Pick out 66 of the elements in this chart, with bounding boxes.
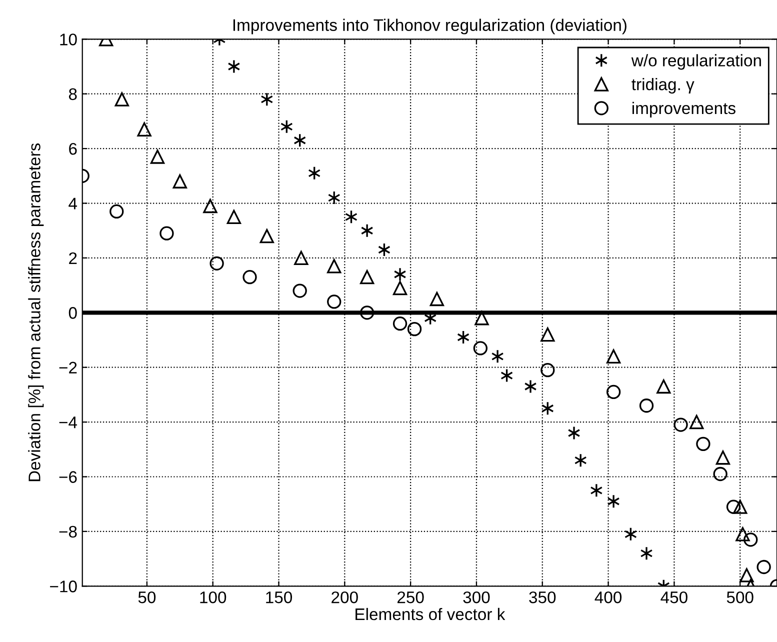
x-tick-label: 200 <box>332 591 358 604</box>
point <box>392 316 408 331</box>
y-axis-title: Deviation [%] from actual stiffness parameters <box>28 143 44 482</box>
y-tick-label: 10 <box>60 34 77 46</box>
point <box>430 292 444 306</box>
chart-title: Improvements into Tikhonov regularization (deviation) <box>233 18 626 34</box>
x-tick-label: 100 <box>200 591 226 604</box>
x-axis-title: Elements of vector k <box>356 608 506 620</box>
point <box>110 204 124 219</box>
point <box>606 349 621 364</box>
point <box>540 363 555 378</box>
point <box>242 270 257 284</box>
point <box>726 500 741 514</box>
y-tick-label: 0 <box>68 307 77 319</box>
point <box>407 322 422 336</box>
y-tick-label: −4 <box>59 416 78 428</box>
point <box>114 92 129 106</box>
point <box>540 327 555 342</box>
legend-label: tridiag. γ <box>632 78 694 94</box>
point <box>150 150 165 164</box>
point <box>360 270 374 284</box>
x-tick-label: 300 <box>463 591 490 604</box>
point <box>606 384 621 400</box>
point <box>639 398 654 413</box>
point <box>292 284 307 298</box>
point <box>327 259 342 274</box>
x-tick-label: 400 <box>594 591 622 604</box>
point <box>474 311 489 326</box>
y-tick-label: 4 <box>68 198 78 210</box>
y-tick-label: 6 <box>69 142 77 155</box>
x-tick-label: 250 <box>398 591 424 604</box>
point <box>674 418 688 432</box>
point <box>392 280 408 296</box>
point <box>203 198 218 214</box>
x-tick-label: 150 <box>266 591 292 604</box>
x-tick-label: 500 <box>726 591 754 604</box>
point <box>740 568 754 582</box>
point <box>160 226 174 240</box>
y-tick-label: 2 <box>69 252 77 264</box>
point <box>756 560 771 574</box>
x-tick-label: 350 <box>529 591 556 604</box>
point <box>210 256 224 271</box>
point <box>690 414 704 430</box>
y-tick-label: −6 <box>59 471 77 483</box>
point <box>473 341 488 356</box>
point <box>172 174 187 188</box>
point <box>260 228 274 244</box>
point <box>327 294 342 309</box>
point <box>226 210 242 224</box>
y-tick-label: 8 <box>68 88 77 100</box>
y-tick-label: −10 <box>50 580 77 592</box>
point <box>360 306 374 320</box>
legend-label: improvements <box>632 102 736 118</box>
y-tick-label: −2 <box>59 362 77 374</box>
x-tick-label: 450 <box>660 591 688 604</box>
x-tick-label: 50 <box>138 591 156 604</box>
point <box>733 500 748 514</box>
point <box>744 532 758 547</box>
point <box>294 250 308 266</box>
point <box>713 466 728 482</box>
point <box>137 122 152 136</box>
point <box>656 379 671 394</box>
y-tick-label: −8 <box>59 526 77 538</box>
point <box>716 450 730 465</box>
point <box>696 436 710 452</box>
point <box>736 527 750 542</box>
